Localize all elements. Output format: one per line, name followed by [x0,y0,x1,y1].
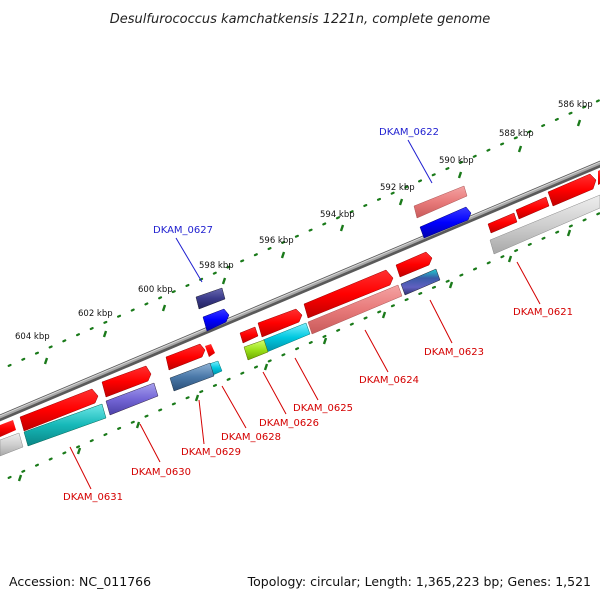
gene-label[interactable]: DKAM_0630 [131,467,191,478]
gene-arrow-green[interactable] [243,339,269,361]
scale-label: 592 kbp [380,183,415,193]
reverse-genes [0,194,600,457]
gene-arrow-blue[interactable] [202,308,230,332]
genome-backbone [0,160,600,422]
scale-label: 590 kbp [439,156,474,166]
gene-arrow-steel[interactable] [169,362,215,392]
map-title: Desulfurococcus kamchatkensis 1221n, com… [110,12,491,27]
gene-labels: DKAM_0621 DKAM_0622 DKAM_0623 DKAM_0624 … [63,127,573,503]
gene-arrow[interactable] [101,365,152,398]
forward-genes [0,170,600,437]
scale-label: 594 kbp [320,210,355,220]
gene-arrow[interactable] [165,343,206,371]
gene-arrow-gray[interactable] [489,194,600,255]
gene-arrow-teal[interactable] [23,403,107,447]
gene-arrow-gray[interactable] [0,432,24,457]
gene-arrow[interactable] [257,308,303,338]
gene-arrow[interactable] [395,251,433,278]
gene-arrow[interactable] [0,420,16,437]
scale-label: 588 kbp [499,129,534,139]
gene-arrow-slate[interactable] [105,382,159,416]
gene-label[interactable]: DKAM_0623 [424,347,484,358]
gene-arrow[interactable] [547,173,597,207]
gene-arrow-mixed[interactable] [400,268,441,296]
scale-label: 596 kbp [259,236,294,246]
topology-text: Topology: circular; Length: 1,365,223 bp… [247,574,591,589]
gene-arrow-pink[interactable] [413,185,468,219]
gene-label[interactable]: DKAM_0629 [181,447,241,458]
gene-arrow[interactable] [205,344,215,357]
gene-label[interactable]: DKAM_0625 [293,403,353,414]
gene-label[interactable]: DKAM_0628 [221,432,281,443]
gene-label[interactable]: DKAM_0624 [359,375,419,386]
scale-labels: 586 kbp 588 kbp 590 kbp 592 kbp 594 kbp … [15,100,593,342]
gene-arrow[interactable] [303,269,394,319]
gene-arrow[interactable] [487,212,518,234]
scale-label: 604 kbp [15,332,50,342]
scale-label: 598 kbp [199,261,234,271]
gene-label[interactable]: DKAM_0631 [63,492,123,503]
gene-label[interactable]: DKAM_0626 [259,418,319,429]
gene-label[interactable]: DKAM_0621 [513,307,573,318]
accession-text: Accession: NC_011766 [9,574,152,589]
gene-arrow[interactable] [515,196,550,220]
inner-scale-ring [0,211,600,483]
gene-arrow-navy[interactable] [195,287,226,310]
gene-arrow[interactable] [19,388,99,432]
label-leaders [69,139,541,490]
gene-arrow[interactable] [239,326,259,344]
outer-scale-ring [0,98,600,371]
gene-arrow-pink[interactable] [307,284,403,335]
scale-label: 586 kbp [558,100,593,110]
scale-label: 602 kbp [78,309,113,319]
gene-label[interactable]: DKAM_0627 [153,225,213,236]
gene-label[interactable]: DKAM_0622 [379,127,439,138]
gene-arrow-blue[interactable] [419,206,472,239]
scale-label: 600 kbp [138,285,173,295]
